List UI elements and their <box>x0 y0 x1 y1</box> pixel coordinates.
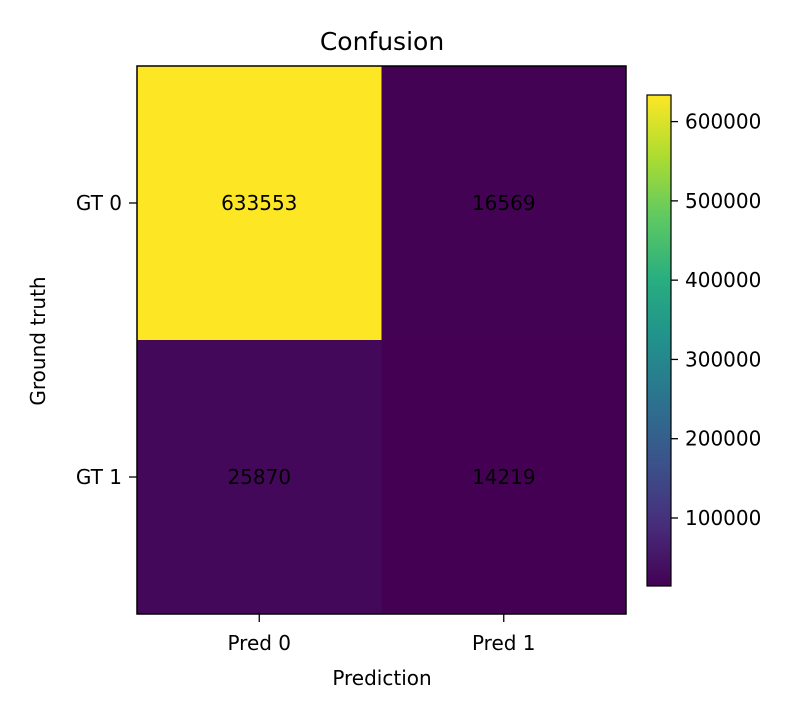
x-axis-ticks: Pred 0 Pred 1 <box>227 614 536 655</box>
colorbar <box>646 94 672 587</box>
heatmap-cell-r0-c0 <box>137 66 382 341</box>
colorbar-tick-label: 400000 <box>685 268 761 292</box>
y-axis-ticks: GT 0 GT 1 <box>76 191 137 489</box>
heatmap-cell-r1-c0 <box>137 340 382 615</box>
cell-value-label: 14219 <box>472 465 536 489</box>
y-axis-label: Ground truth <box>26 276 50 405</box>
plot-frame <box>136 65 627 615</box>
colorbar-ticks: 100000 200000 300000 400000 500000 600000 <box>671 110 761 530</box>
colorbar-tick-label: 500000 <box>685 189 761 213</box>
cell-value-label: 633553 <box>221 191 297 215</box>
y-tick-label: GT 0 <box>76 191 122 215</box>
y-tick-label: GT 1 <box>76 465 122 489</box>
x-tick-label: Pred 0 <box>227 631 291 655</box>
colorbar-tick-label: 100000 <box>685 506 761 530</box>
x-tick-label: Pred 1 <box>472 631 536 655</box>
cell-value-label: 16569 <box>472 191 536 215</box>
cell-value-label: 25870 <box>227 465 291 489</box>
colorbar-tick-label: 200000 <box>685 427 761 451</box>
heatmap-cell-r0-c1 <box>381 66 627 341</box>
colorbar-tick-label: 600000 <box>685 110 761 134</box>
colorbar-tick-label: 300000 <box>685 347 761 371</box>
heatmap-cell-labels: 633553 16569 25870 14219 <box>221 191 535 489</box>
heatmap-cell-r1-c1 <box>381 340 627 615</box>
heatmap-cells <box>137 66 627 615</box>
x-axis-label: Prediction <box>332 666 431 690</box>
chart-title: Confusion <box>320 27 444 56</box>
